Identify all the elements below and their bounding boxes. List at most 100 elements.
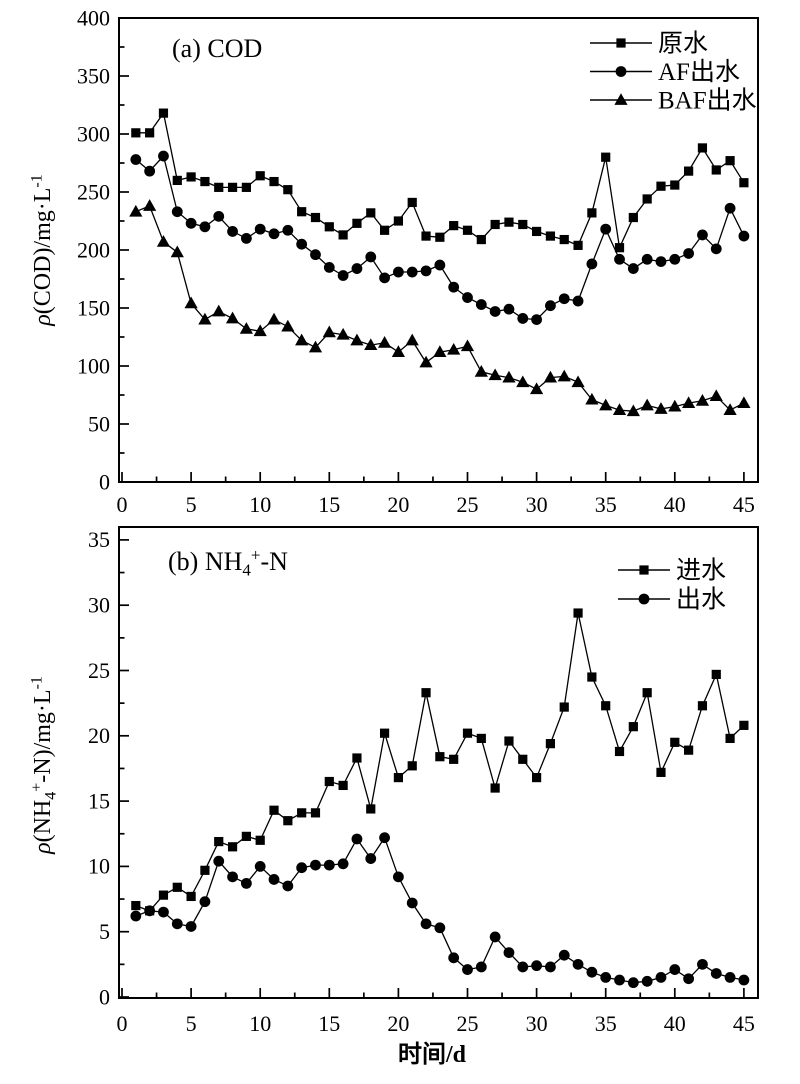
data-point-baf-effluent [530,382,544,395]
data-point-baf-effluent [267,312,281,325]
data-point-baf-effluent [391,345,405,357]
data-point-influent [269,805,279,815]
data-point-raw-water [352,218,362,228]
data-point-baf-effluent [225,311,240,324]
axis-ticks-b [119,539,745,998]
data-point-baf-effluent [253,324,267,337]
y-tick-label: 350 [77,63,110,88]
series-influent [131,608,749,916]
y-tick-label: 400 [77,5,110,30]
data-point-influent [614,746,625,757]
data-point-baf-effluent [322,325,336,338]
data-point-effluent [586,966,598,978]
data-point-af-effluent [683,248,695,259]
axis-ticks-a [119,17,745,483]
x-tick-label: 30 [526,492,548,517]
data-point-raw-water [739,178,749,188]
data-point-raw-water [172,175,182,185]
data-point-baf-effluent [198,312,212,325]
data-point-af-effluent [669,253,681,265]
data-point-influent [435,752,445,762]
data-point-effluent [310,859,321,871]
data-point-influent [739,720,749,730]
data-point-influent [587,672,597,682]
data-point-raw-water [435,232,445,242]
data-point-influent [227,842,238,852]
data-point-baf-effluent [557,369,571,382]
data-point-effluent [365,853,377,864]
data-point-influent [338,780,348,791]
data-point-effluent [213,855,225,867]
x-tick-label: 40 [664,492,686,517]
data-point-influent [366,804,376,814]
data-point-raw-water [186,172,196,182]
x-tick-label: 25 [457,492,479,517]
data-point-effluent [254,861,266,872]
legend-marker-influent [639,565,649,575]
data-point-influent [283,816,293,826]
data-point-raw-water [200,176,210,187]
y-tick-label: 50 [88,411,110,436]
series-line-influent [135,612,745,912]
x-axis-title: 时间/d [398,1041,467,1068]
data-point-raw-water [725,156,735,166]
legend-marker-effluent [638,593,650,605]
data-point-raw-water [407,197,417,208]
data-point-influent [476,733,486,744]
data-point-raw-water [297,207,307,217]
data-point-raw-water [684,166,694,176]
data-point-baf-effluent [695,394,710,406]
y-axis-label-b: ρ(NH4+-N)/mg·L-1 [28,676,59,855]
y-tick-label: 5 [99,919,110,944]
data-point-raw-water [601,152,611,162]
data-point-af-effluent [144,165,156,177]
data-point-af-effluent [158,150,169,162]
data-point-baf-effluent [460,339,475,352]
y-axis-label-a: ρ(COD)/mg·L-1 [28,174,56,327]
data-point-influent [352,753,362,763]
data-point-effluent [600,972,612,983]
data-point-af-effluent [240,233,252,244]
data-point-influent [131,900,141,911]
x-tick-label: 5 [186,1011,197,1036]
data-point-effluent [296,862,308,874]
data-point-baf-effluent [295,333,309,346]
data-point-baf-effluent [156,235,171,247]
data-point-af-effluent [572,295,584,307]
y-tick-label: 100 [77,353,110,378]
data-point-raw-water [214,182,224,192]
data-point-influent [697,701,708,711]
data-point-raw-water [158,108,169,118]
data-point-af-effluent [254,223,266,235]
data-point-baf-effluent [571,375,585,388]
data-point-af-effluent [310,249,321,261]
x-tick-label: 0 [117,492,128,517]
data-point-baf-effluent [502,370,516,383]
data-point-baf-effluent [474,365,488,377]
x-tick-label: 35 [595,1011,617,1036]
data-point-raw-water [255,171,265,181]
data-point-effluent [406,897,418,909]
legend-label-af-effluent: AF出水 [658,58,740,86]
panel-b: 0 5 10 15 20 25 30 35 40 45 0 5 10 15 20 25 30 35 (b) NH4+… [28,526,759,1068]
data-point-effluent [130,910,142,922]
data-point-effluent [282,880,294,892]
x-tick-label: 25 [457,1011,479,1036]
data-point-raw-water [310,212,321,223]
plot-frame-b [118,526,759,999]
legend-label-raw-water: 原水 [658,29,708,57]
data-point-effluent [337,858,349,870]
series-line-raw-water [135,111,745,250]
data-point-effluent [683,973,695,985]
data-point-baf-effluent [184,296,198,309]
data-point-af-effluent [365,251,377,263]
data-point-effluent [572,958,584,970]
x-tick-label: 10 [249,492,271,517]
x-tick-label: 10 [249,1011,271,1036]
data-point-influent [670,737,680,747]
data-point-baf-effluent [239,322,253,334]
data-point-baf-effluent [143,199,157,211]
data-point-raw-water [628,212,638,223]
